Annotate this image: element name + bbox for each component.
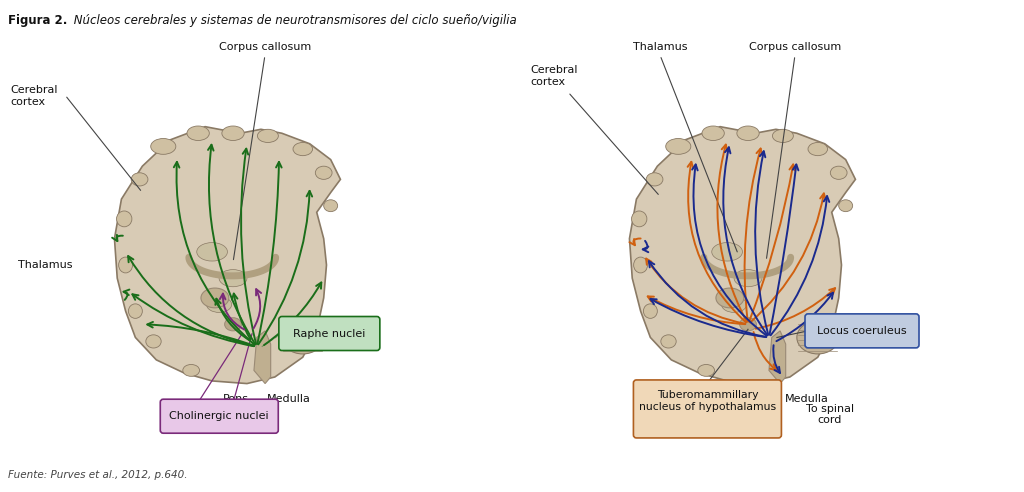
Text: Cholinergic nuclei: Cholinergic nuclei [169,411,269,421]
Ellipse shape [643,304,657,318]
Text: Cerebral
cortex: Cerebral cortex [530,65,578,87]
Text: Fuente: Purves et al., 2012, p.640.: Fuente: Purves et al., 2012, p.640. [8,470,187,480]
Ellipse shape [634,257,647,273]
FancyBboxPatch shape [279,316,380,350]
Ellipse shape [183,365,200,376]
Ellipse shape [737,126,759,141]
Text: To spinal
cord: To spinal cord [806,403,854,425]
Ellipse shape [315,166,332,180]
Polygon shape [630,126,855,384]
Text: Pons: Pons [738,394,764,404]
Ellipse shape [128,304,142,318]
Ellipse shape [712,243,742,261]
Ellipse shape [646,173,663,186]
Ellipse shape [201,288,228,308]
Text: Medulla: Medulla [267,394,311,404]
Ellipse shape [797,321,839,354]
Ellipse shape [222,126,244,141]
Text: Cerebral
cortex: Cerebral cortex [10,85,57,107]
Polygon shape [769,331,785,384]
Ellipse shape [293,143,312,155]
Ellipse shape [219,270,247,287]
Ellipse shape [702,126,724,141]
Ellipse shape [697,365,715,376]
Text: Locus coeruleus: Locus coeruleus [817,326,907,336]
FancyBboxPatch shape [805,314,919,348]
Text: Corpus callosum: Corpus callosum [749,42,841,52]
Ellipse shape [119,257,132,273]
Ellipse shape [716,288,743,308]
Ellipse shape [660,335,676,348]
Polygon shape [254,331,270,384]
Ellipse shape [282,321,324,354]
Text: Thalamus: Thalamus [633,42,687,52]
Ellipse shape [772,129,794,143]
Text: Medulla: Medulla [785,394,829,404]
FancyBboxPatch shape [161,399,279,433]
Ellipse shape [207,297,231,312]
Ellipse shape [722,297,746,312]
Ellipse shape [839,200,853,212]
Ellipse shape [666,139,691,154]
FancyBboxPatch shape [634,380,781,438]
Ellipse shape [734,270,762,287]
Ellipse shape [145,335,161,348]
Ellipse shape [131,173,147,186]
Ellipse shape [739,318,757,331]
Ellipse shape [151,139,176,154]
Ellipse shape [632,211,647,227]
Text: Raphe nuclei: Raphe nuclei [293,329,365,338]
Ellipse shape [187,126,209,141]
Ellipse shape [117,211,132,227]
Ellipse shape [830,166,847,180]
Polygon shape [115,126,340,384]
Text: Figura 2.: Figura 2. [8,14,68,27]
Ellipse shape [808,143,827,155]
Text: Núcleos cerebrales y sistemas de neurotransmisores del ciclo sueño/vigilia: Núcleos cerebrales y sistemas de neurotr… [70,14,517,27]
Ellipse shape [197,243,227,261]
Ellipse shape [257,129,279,143]
Ellipse shape [324,200,338,212]
Text: Tuberomammillary
nucleus of hypothalamus: Tuberomammillary nucleus of hypothalamus [639,390,776,412]
Text: Pons: Pons [223,394,249,404]
Ellipse shape [224,318,242,331]
Text: Corpus callosum: Corpus callosum [219,42,311,52]
Text: Thalamus: Thalamus [18,260,73,270]
